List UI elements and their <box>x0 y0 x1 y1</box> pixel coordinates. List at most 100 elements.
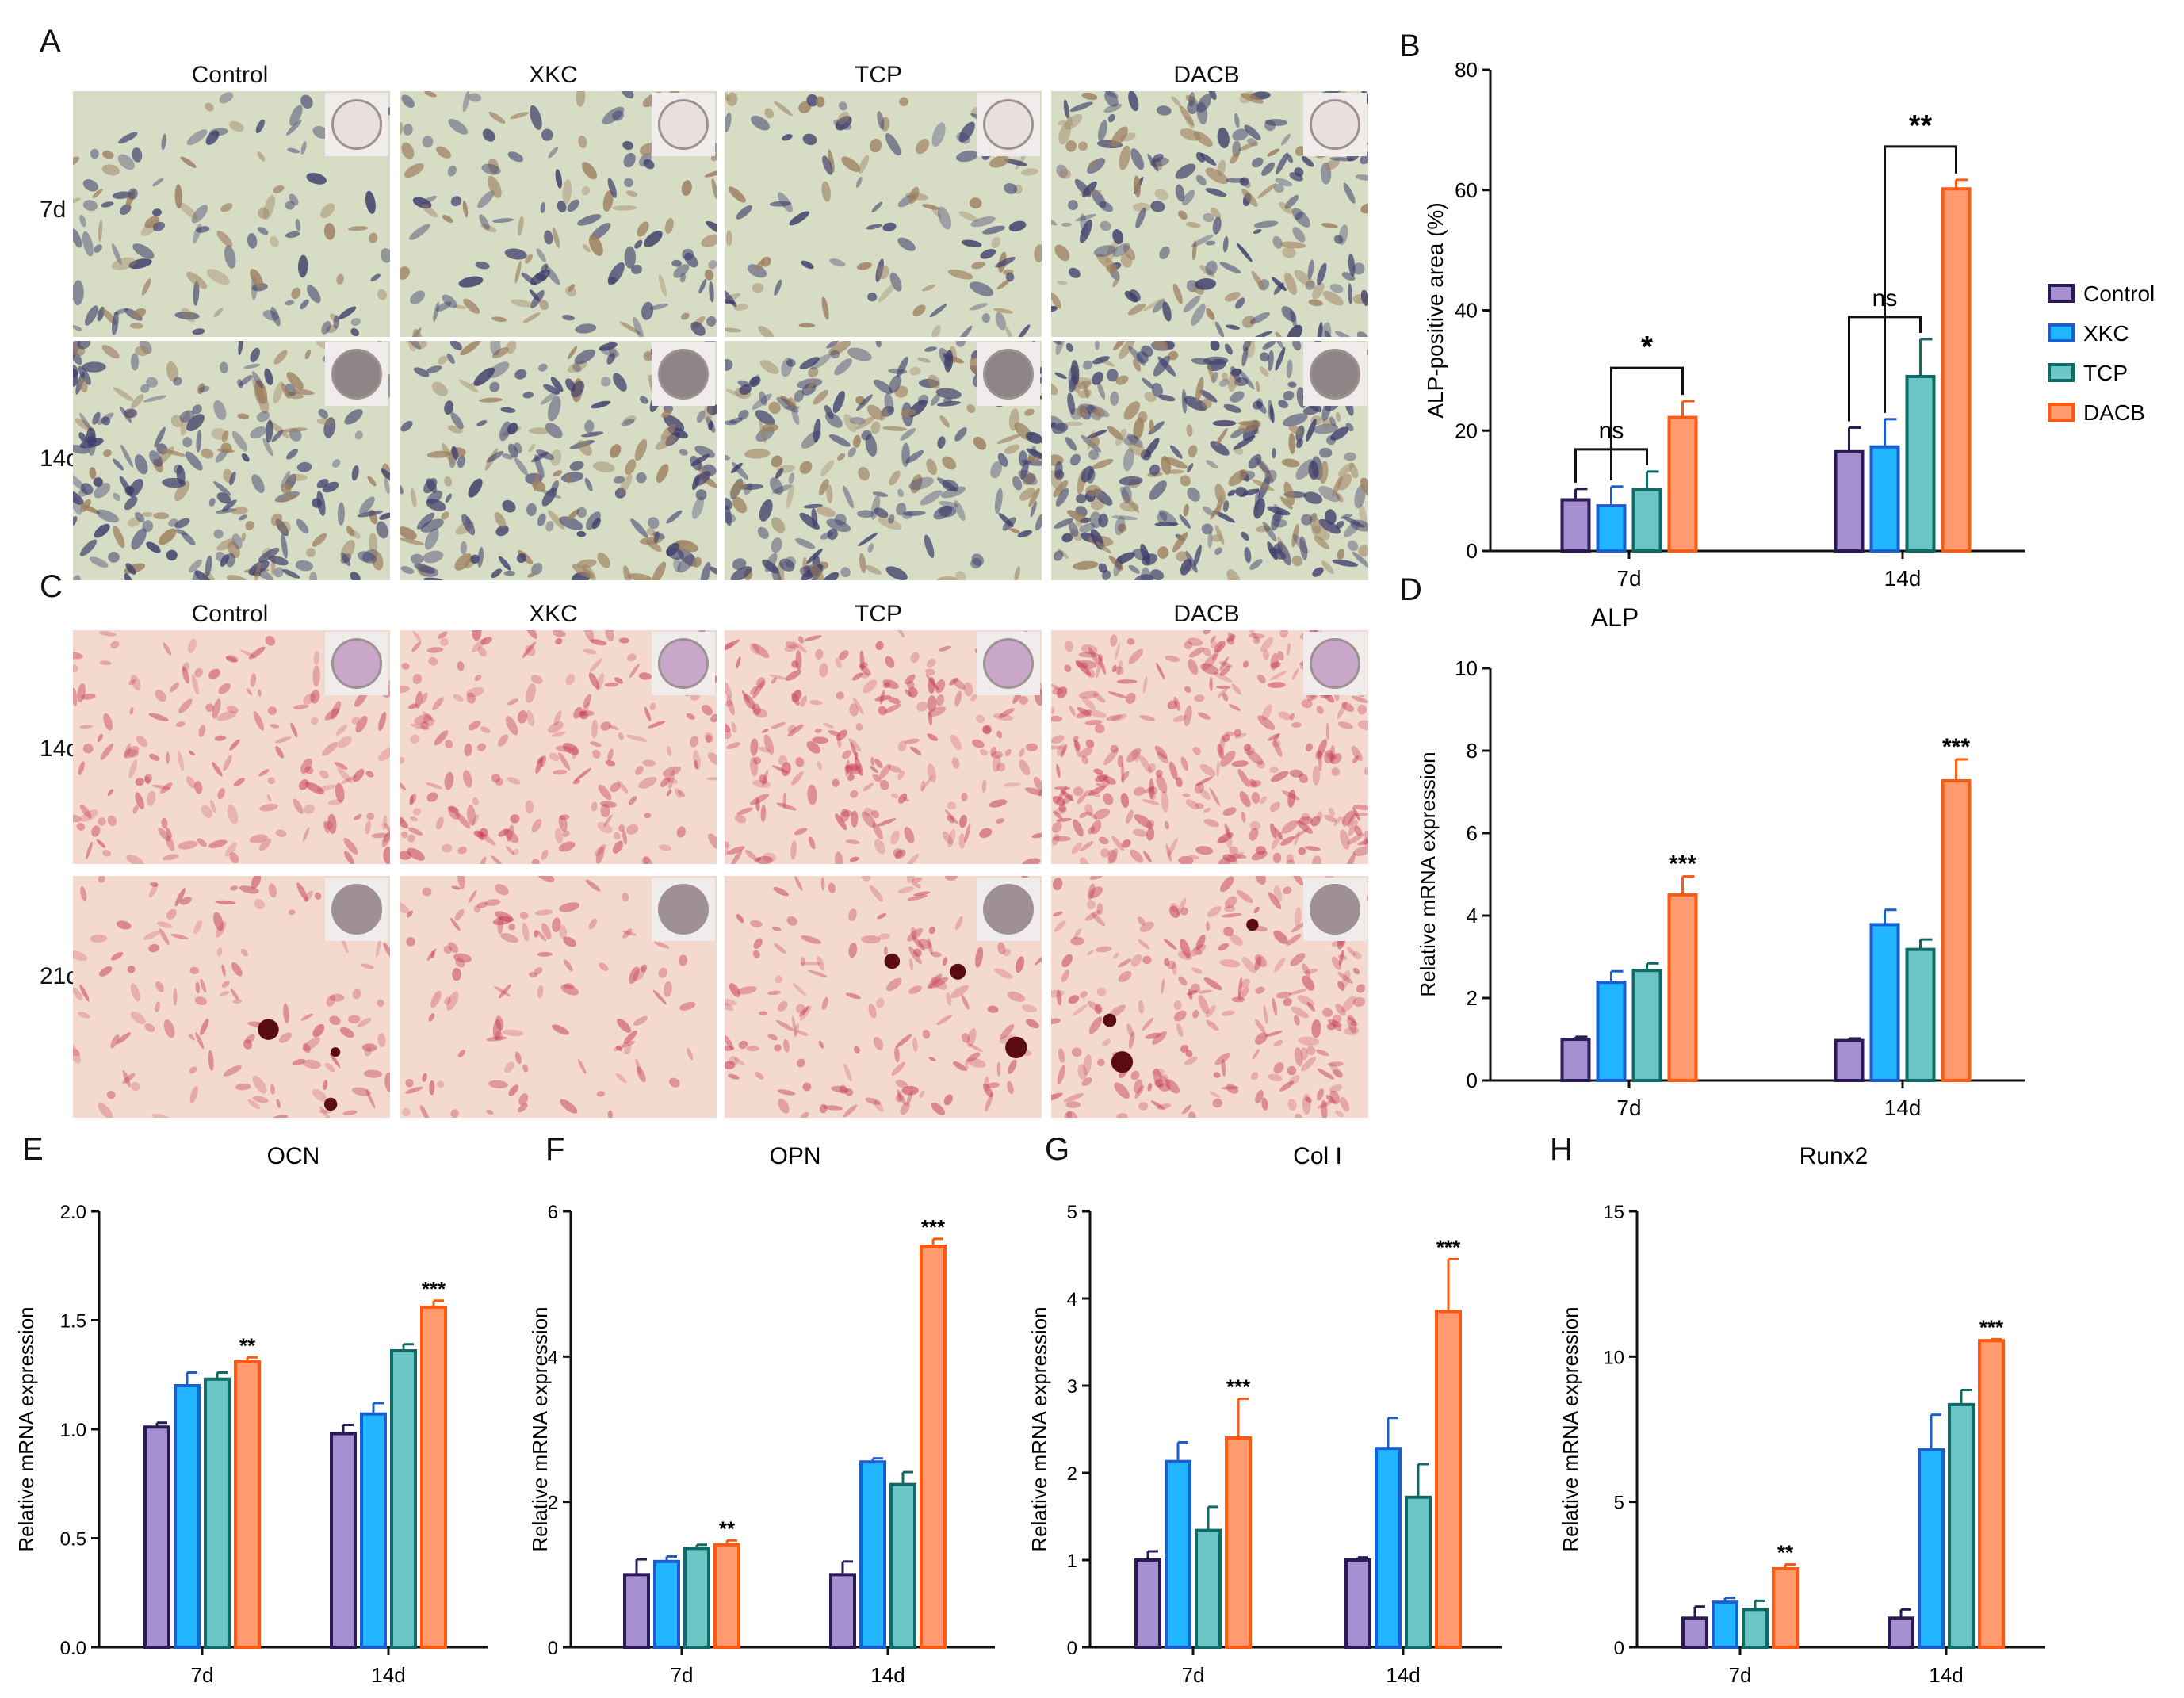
significance-label: *** <box>921 1215 946 1239</box>
significance-bracket <box>1884 145 1957 413</box>
culture-well-inset <box>1303 632 1367 695</box>
bar-tcp-14d <box>1948 1402 1975 1650</box>
ars-image-xkc-21d <box>400 876 717 1118</box>
bar-tcp-7d <box>1631 969 1662 1083</box>
chart-h: 0 5 10 15 Relative mRNA expression Runx2 7d ** 1… <box>1559 1143 2045 1687</box>
significance-label: ** <box>239 1333 256 1357</box>
panel-a-col-title-xkc: XKC <box>529 62 578 88</box>
culture-well-inset <box>325 342 388 406</box>
legend-swatch-control <box>2048 284 2075 303</box>
y-tick-label: 0.5 <box>60 1529 86 1551</box>
y-tick-label: 1 <box>1067 1551 1077 1572</box>
y-tick-label: 0 <box>1614 1638 1624 1659</box>
bar-xkc-7d <box>653 1559 680 1650</box>
y-tick-label: 0.0 <box>60 1638 86 1659</box>
culture-well-inset <box>1303 878 1367 941</box>
bar-tcp-14d <box>1405 1495 1432 1650</box>
chart-d: 0 2 4 6 8 10 Relative mRNA expression ALP 7d *** 1… <box>1416 603 2025 1120</box>
bar-tcp-14d <box>1905 947 1936 1083</box>
y-axis-label: Relative mRNA expression <box>528 1306 552 1551</box>
significance-label: *** <box>422 1277 446 1301</box>
panel-label-b: B <box>1399 29 1421 63</box>
y-axis-label: Relative mRNA expression <box>1559 1306 1582 1551</box>
panel-c-row-label-21d: 21d <box>40 963 80 989</box>
chart-f: 0 2 4 6 Relative mRNA expression OPN 7d ** 14d **… <box>528 1143 995 1687</box>
culture-well-inset <box>977 93 1040 156</box>
culture-well-inset <box>977 632 1040 695</box>
chart-title: Col I <box>1293 1143 1342 1169</box>
panel-label-g: G <box>1045 1132 1070 1167</box>
bar-xkc-14d <box>1375 1447 1402 1649</box>
y-tick-label: 4 <box>548 1347 558 1368</box>
bar-tcp-7d <box>1742 1608 1769 1650</box>
bar-tcp-14d <box>889 1482 916 1649</box>
significance-bracket <box>1610 366 1684 480</box>
culture-well-inset <box>1303 342 1367 406</box>
legend-swatch-dacb <box>2048 403 2075 422</box>
bar-dacb-7d <box>1667 415 1698 553</box>
x-tick-label: 14d <box>1929 1663 1963 1687</box>
bar-dacb-7d <box>1225 1436 1252 1649</box>
bar-dacb-14d <box>1941 187 1972 553</box>
x-tick-label: 14d <box>371 1663 405 1687</box>
panel-a-col-title-control: Control <box>191 62 269 88</box>
panel-label-c: C <box>40 569 63 604</box>
y-axis-label: ALP-positive area (%) <box>1423 202 1448 418</box>
alp-image-control-14d <box>73 341 390 580</box>
y-tick-label: 0 <box>1067 1638 1077 1659</box>
chart-title: ALP <box>1591 603 1639 632</box>
y-tick-label: 15 <box>1603 1202 1624 1223</box>
y-tick-label: 40 <box>1455 299 1478 323</box>
ars-image-control-14d <box>73 630 390 864</box>
x-tick-label: 14d <box>1884 1096 1922 1120</box>
panel-label-h: H <box>1550 1132 1573 1167</box>
significance-label: *** <box>1979 1315 2004 1339</box>
bracket-label: * <box>1641 331 1653 364</box>
y-tick-label: 5 <box>1614 1493 1624 1514</box>
y-axis-label: Relative mRNA expression <box>14 1306 38 1551</box>
y-tick-label: 0 <box>1467 1069 1478 1092</box>
bar-control-7d <box>1681 1616 1708 1650</box>
x-tick-label: 14d <box>1884 566 1922 591</box>
chart-title: Runx2 <box>1800 1143 1868 1169</box>
bar-tcp-7d <box>204 1377 231 1649</box>
bar-xkc-14d <box>1918 1448 1945 1649</box>
panel-label-f: F <box>545 1132 565 1167</box>
panel-c-col-title-tcp: TCP <box>855 601 902 627</box>
bar-dacb-14d <box>1978 1339 2005 1649</box>
y-tick-label: 2.0 <box>60 1202 86 1223</box>
ars-image-tcp-14d <box>725 630 1042 864</box>
bar-control-7d <box>143 1425 170 1649</box>
bar-xkc-7d <box>1596 981 1627 1082</box>
ars-image-dacb-14d <box>1051 630 1368 864</box>
x-tick-label: 7d <box>1616 1096 1641 1120</box>
alp-image-tcp-7d <box>725 91 1042 337</box>
bar-tcp-7d <box>683 1547 710 1650</box>
y-tick-label: 4 <box>1467 904 1478 927</box>
bracket-label: ** <box>1909 109 1933 143</box>
x-tick-label: 14d <box>870 1663 905 1687</box>
legend-label-control: Control <box>2083 281 2155 306</box>
panel-label-d: D <box>1399 572 1422 607</box>
y-tick-label: 5 <box>1067 1202 1077 1223</box>
legend-swatch-xkc <box>2048 323 2075 342</box>
bar-xkc-14d <box>859 1460 886 1649</box>
bar-control-14d <box>1834 1038 1865 1083</box>
y-tick-label: 2 <box>1467 986 1478 1010</box>
significance-label: *** <box>1436 1236 1461 1260</box>
culture-well-inset <box>652 878 715 941</box>
bar-xkc-7d <box>1712 1600 1738 1649</box>
bar-control-7d <box>1134 1558 1161 1649</box>
bar-tcp-7d <box>1631 488 1662 553</box>
y-tick-label: 3 <box>1067 1376 1077 1398</box>
culture-well-inset <box>977 878 1040 941</box>
ars-image-tcp-21d <box>725 876 1042 1118</box>
bar-dacb-14d <box>1941 778 1972 1083</box>
legend-label-dacb: DACB <box>2083 400 2145 425</box>
y-axis-label: Relative mRNA expression <box>1027 1306 1051 1551</box>
panel-label-a: A <box>40 24 61 59</box>
panel-c-col-title-dacb: DACB <box>1173 601 1240 627</box>
y-tick-label: 1.0 <box>60 1420 86 1441</box>
y-tick-label: 10 <box>1603 1347 1624 1368</box>
